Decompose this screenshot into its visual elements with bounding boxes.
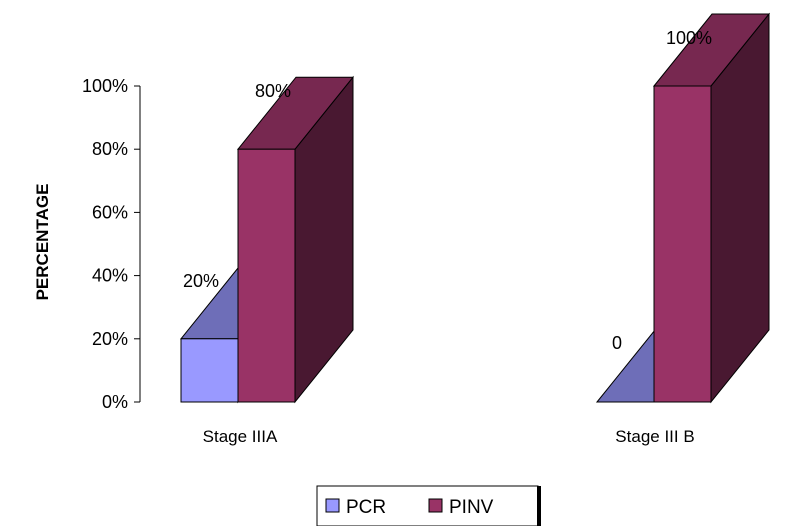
bar-front-face [237, 148, 296, 403]
data-label-pcr-1: 20% [183, 271, 219, 291]
y-tick-label: 80% [92, 139, 128, 159]
legend: PCR PINV [316, 485, 541, 526]
legend-swatch-pinv [428, 498, 443, 513]
bar-front-face [653, 85, 712, 403]
legend-label-pinv: PINV [449, 497, 494, 518]
y-axis [134, 85, 141, 403]
legend-label-pcr: PCR [346, 497, 386, 518]
bar-front-face [180, 338, 239, 403]
bar-pinv-2 [652, 12, 771, 404]
y-tick-labels: 0% 20% 40% 60% 80% 100% [82, 76, 128, 412]
category-label: Stage III B [615, 427, 694, 446]
bar-pinv-1 [236, 75, 355, 404]
category-label: Stage IIIA [203, 427, 278, 446]
y-tick-label: 60% [92, 202, 128, 222]
data-label-pinv-2: 100% [666, 28, 712, 48]
data-label-pinv-1: 80% [255, 81, 291, 101]
data-labels: 20% 80% 0 100% [183, 28, 712, 353]
y-tick-label: 40% [92, 266, 128, 286]
data-label-pcr-2: 0 [612, 333, 622, 353]
y-tick-label: 0% [102, 392, 128, 412]
bars [179, 12, 771, 404]
y-tick-label: 100% [82, 76, 128, 96]
category-labels: Stage IIIA Stage III B [203, 427, 695, 446]
legend-swatch-pcr [325, 498, 340, 513]
y-tick-label: 20% [92, 329, 128, 349]
y-axis-title: PERCENTAGE [33, 184, 52, 301]
